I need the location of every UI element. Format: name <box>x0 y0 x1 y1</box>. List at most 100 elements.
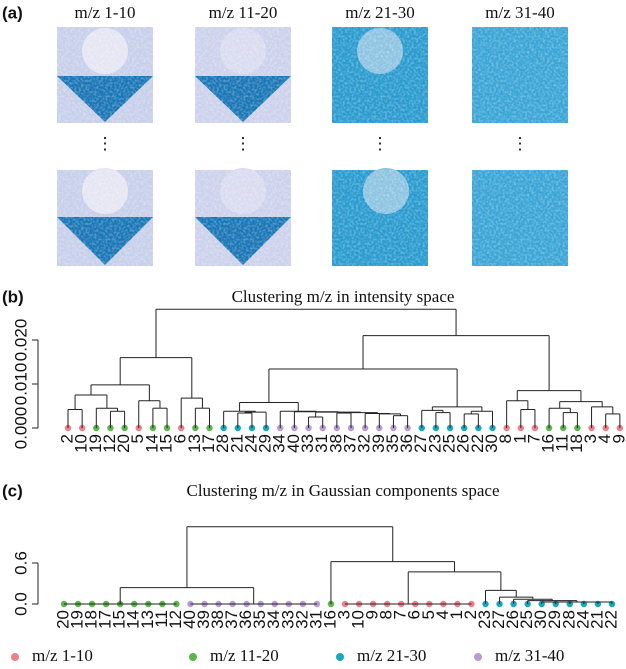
leaf-label: 5 <box>419 610 438 619</box>
legend-label: m/z 11-20 <box>210 646 279 665</box>
leaf-label: 23 <box>475 610 494 629</box>
leaf-label: 20 <box>114 434 133 453</box>
leaf-label: 39 <box>194 610 213 629</box>
leaf-label: 11 <box>152 610 171 628</box>
leaf-label: 15 <box>157 434 176 453</box>
leaf-label: 4 <box>433 610 452 619</box>
leaf-label: 24 <box>573 610 592 629</box>
column-title: m/z 31-40 <box>485 3 554 22</box>
image-noise <box>57 27 153 123</box>
leaf-label: 36 <box>397 434 416 453</box>
image <box>195 27 291 123</box>
ellipsis: ⋮ <box>372 134 389 153</box>
leaf-label: 37 <box>340 434 359 453</box>
leaf-label: 28 <box>213 434 232 453</box>
leaf-label: 12 <box>166 610 185 629</box>
image <box>472 170 568 266</box>
leaf-label: 22 <box>601 610 620 629</box>
y-tick-label: 0.0 <box>11 592 30 616</box>
leaf-label: 1 <box>447 610 466 619</box>
leaf-label: 17 <box>96 610 115 629</box>
leaf-label: 36 <box>236 610 255 629</box>
image-noise <box>332 170 428 266</box>
y-tick-label: 0.020 <box>11 319 30 362</box>
leaf-label: 22 <box>468 434 487 453</box>
image <box>332 27 428 123</box>
panel-label: (b) <box>2 287 24 306</box>
ellipsis: ⋮ <box>235 134 252 153</box>
leaf-label: 34 <box>264 610 283 629</box>
leaf-label: 3 <box>581 434 600 443</box>
image <box>57 27 153 123</box>
leaf-label: 29 <box>256 434 275 453</box>
leaf-label: 5 <box>128 434 147 443</box>
leaf-label: 32 <box>355 434 374 453</box>
legend-label: m/z 1-10 <box>32 646 93 665</box>
leaf-label: 16 <box>539 434 558 453</box>
leaf-label: 20 <box>53 610 72 629</box>
leaf-label: 14 <box>124 610 143 629</box>
image <box>195 168 291 266</box>
leaf-label: 30 <box>531 610 550 629</box>
column-title: m/z 1-10 <box>75 3 136 22</box>
image <box>57 168 153 266</box>
leaf-label: 7 <box>391 610 410 619</box>
leaf-label: 11 <box>553 434 572 452</box>
leaf-label: 35 <box>250 610 269 629</box>
leaf-label: 6 <box>171 434 190 443</box>
legend-label: m/z 21-30 <box>357 646 426 665</box>
ellipsis: ⋮ <box>97 134 114 153</box>
legend-marker <box>474 653 482 661</box>
leaf-label: 3 <box>334 610 353 619</box>
leaf-label: 33 <box>278 610 297 629</box>
leaf-label: 16 <box>320 610 339 629</box>
leaf-label: 8 <box>496 434 515 443</box>
y-tick-label: 0.000 <box>11 407 30 450</box>
leaf-label: 18 <box>82 610 101 629</box>
image-noise <box>472 170 568 266</box>
panel-label: (a) <box>2 3 23 22</box>
image-noise <box>332 27 428 123</box>
chart-title: Clustering m/z in intensity space <box>232 287 455 306</box>
leaf-label: 17 <box>199 434 218 453</box>
leaf-label: 23 <box>425 434 444 453</box>
leaf-label: 21 <box>587 610 606 629</box>
image <box>472 27 568 123</box>
leaf-label: 14 <box>142 434 161 453</box>
y-tick-label: 0.6 <box>11 551 30 575</box>
leaf-label: 19 <box>68 610 87 629</box>
leaf-label: 26 <box>454 434 473 453</box>
ellipsis: ⋮ <box>512 134 529 153</box>
leaf-label: 9 <box>363 610 382 619</box>
leaf-label: 40 <box>284 434 303 453</box>
chart-title: Clustering m/z in Gaussian components sp… <box>186 481 499 500</box>
leaf-label: 10 <box>72 434 91 453</box>
legend-marker <box>189 653 197 661</box>
leaf-label: 35 <box>383 434 402 453</box>
column-title: m/z 11-20 <box>209 3 278 22</box>
leaf-label: 10 <box>349 610 368 629</box>
legend-label: m/z 31-40 <box>495 646 564 665</box>
panel-label: (c) <box>2 481 23 500</box>
leaf-label: 25 <box>517 610 536 629</box>
leaf-label: 21 <box>227 434 246 453</box>
leaf-label: 38 <box>326 434 345 453</box>
leaf-label: 29 <box>545 610 564 629</box>
image-noise <box>472 27 568 123</box>
image-noise <box>195 170 291 266</box>
image-noise <box>57 170 153 266</box>
leaf-label: 6 <box>405 610 424 619</box>
image <box>332 168 428 266</box>
leaf-label: 15 <box>110 610 129 629</box>
leaf-label: 19 <box>86 434 105 453</box>
leaf-label: 9 <box>609 434 626 443</box>
leaf-label: 30 <box>482 434 501 453</box>
y-tick-label: 0.010 <box>11 363 30 406</box>
leaf-label: 18 <box>567 434 586 453</box>
legend-marker <box>11 653 19 661</box>
leaf-label: 12 <box>100 434 119 453</box>
leaf-label: 31 <box>306 610 325 629</box>
leaf-label: 27 <box>489 610 508 629</box>
leaf-label: 13 <box>138 610 157 629</box>
